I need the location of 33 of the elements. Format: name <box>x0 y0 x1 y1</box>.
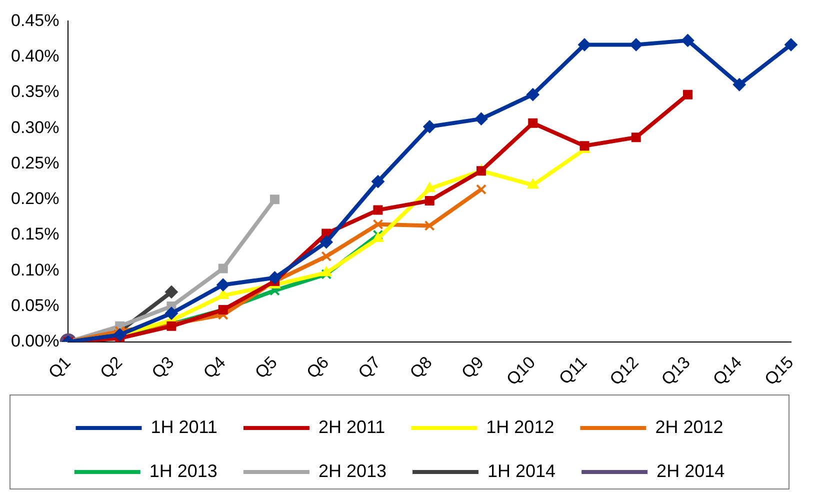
y-tick-label: 0.45% <box>11 10 60 30</box>
x-tick-label: Q2 <box>96 352 126 382</box>
x-tick-label: Q14 <box>709 352 746 389</box>
y-tick-label: 0.30% <box>11 118 60 137</box>
x-tick-label: Q6 <box>303 352 332 382</box>
y-tick-label: 0.25% <box>11 153 60 172</box>
legend-label: 1H 2011 <box>150 416 218 437</box>
y-tick-label: 0.40% <box>11 46 60 66</box>
y-tick-label: 0.20% <box>11 189 60 208</box>
legend-label: 2H 2012 <box>655 416 724 437</box>
x-tick-label: Q12 <box>606 352 642 389</box>
x-tick-label: Q15 <box>760 352 798 389</box>
legend-label: 1H 2012 <box>486 416 554 437</box>
legend-label: 2H 2013 <box>318 460 387 481</box>
legend-label: 1H 2014 <box>488 460 556 481</box>
x-tick-label: Q10 <box>502 352 539 389</box>
legend-label: 1H 2013 <box>149 460 218 481</box>
x-tick-label: Q1 <box>44 352 74 382</box>
x-tick-label: Q5 <box>251 352 281 382</box>
x-tick-label: Q4 <box>200 352 230 382</box>
legend-label: 2H 2014 <box>656 460 725 481</box>
y-tick-label: 0.35% <box>11 82 60 102</box>
y-tick-label: 0.15% <box>11 224 60 244</box>
y-tick-label: 0.10% <box>11 260 60 280</box>
legend-label: 2H 2011 <box>318 416 386 437</box>
x-tick-label: Q7 <box>354 352 384 382</box>
y-tick-label: 0.00% <box>11 332 60 351</box>
x-tick-label: Q8 <box>406 352 436 382</box>
y-tick-label: 0.05% <box>11 296 60 315</box>
x-tick-label: Q3 <box>148 352 178 382</box>
x-tick-label: Q11 <box>555 352 591 388</box>
x-tick-label: Q9 <box>458 352 488 382</box>
x-tick-label: Q13 <box>658 352 694 389</box>
